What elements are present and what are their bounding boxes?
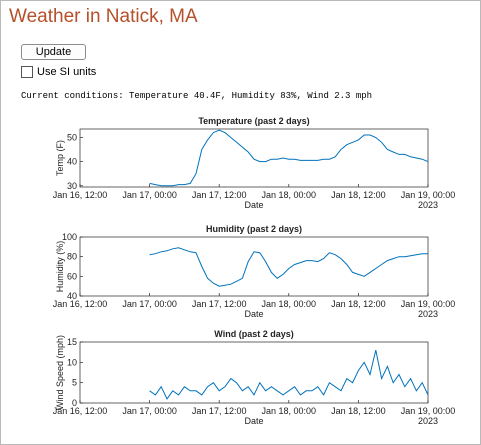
x-tick-label: Jan 17, 00:00 [122,406,177,416]
x-axis-label: Date [244,416,263,426]
y-tick-label: 60 [67,271,77,281]
x-tick-label: Jan 16, 12:00 [53,406,108,416]
x-tick-label: Jan 18, 12:00 [331,299,386,309]
y-tick-label: 50 [67,132,77,142]
chart-title: Wind (past 2 days) [214,329,293,339]
x-tick-label: Jan 18, 00:00 [262,190,317,200]
y-axis-label: Temp (F) [55,140,65,176]
x-tick-label: Jan 19, 00:00 [401,299,456,309]
y-tick-label: 5 [72,378,77,388]
data-line [149,349,429,400]
si-checkbox[interactable]: Use SI units [21,66,96,78]
x-year-label: 2023 [418,200,438,210]
plot-area [79,128,429,188]
app-title: Weather in Natick, MA [9,6,198,27]
x-tick-label: Jan 17, 12:00 [192,299,247,309]
x-tick-label: Jan 19, 00:00 [401,406,456,416]
x-tick-label: Jan 17, 12:00 [192,406,247,416]
x-tick-label: Jan 18, 00:00 [262,406,317,416]
y-axis-label: Wind Speed (mph) [55,335,65,410]
update-button[interactable]: Update [21,44,86,60]
status-text: Current conditions: Temperature 40.4F, H… [21,91,373,101]
x-year-label: 2023 [418,416,438,426]
y-tick-label: 10 [67,357,77,367]
y-tick-label: 30 [67,181,77,191]
y-tick-label: 15 [67,337,77,347]
x-tick-label: Jan 19, 00:00 [401,190,456,200]
x-tick-label: Jan 18, 12:00 [331,190,386,200]
x-tick-label: Jan 18, 00:00 [262,299,317,309]
x-tick-label: Jan 17, 00:00 [122,190,177,200]
y-tick-label: 80 [67,252,77,262]
y-tick-label: 40 [67,291,77,301]
x-axis-label: Date [244,200,263,210]
y-tick-label: 0 [72,398,77,408]
x-year-label: 2023 [418,309,438,319]
checkbox-label[interactable]: Use SI units [37,66,97,78]
x-tick-label: Jan 16, 12:00 [53,299,108,309]
plot-area [79,236,429,297]
x-tick-label: Jan 17, 12:00 [192,190,247,200]
chart-title: Humidity (past 2 days) [206,224,302,234]
checkbox-box[interactable] [21,66,33,78]
data-line [149,247,428,287]
y-tick-label: 100 [62,232,77,242]
chart-title: Temperature (past 2 days) [198,116,309,126]
x-tick-label: Jan 17, 00:00 [122,299,177,309]
y-tick-label: 40 [67,157,77,167]
x-axis-label: Date [244,309,263,319]
x-tick-label: Jan 16, 12:00 [53,190,108,200]
x-tick-label: Jan 18, 12:00 [331,406,386,416]
y-axis-label: Humidity (%) [55,241,65,293]
data-line [149,129,429,187]
